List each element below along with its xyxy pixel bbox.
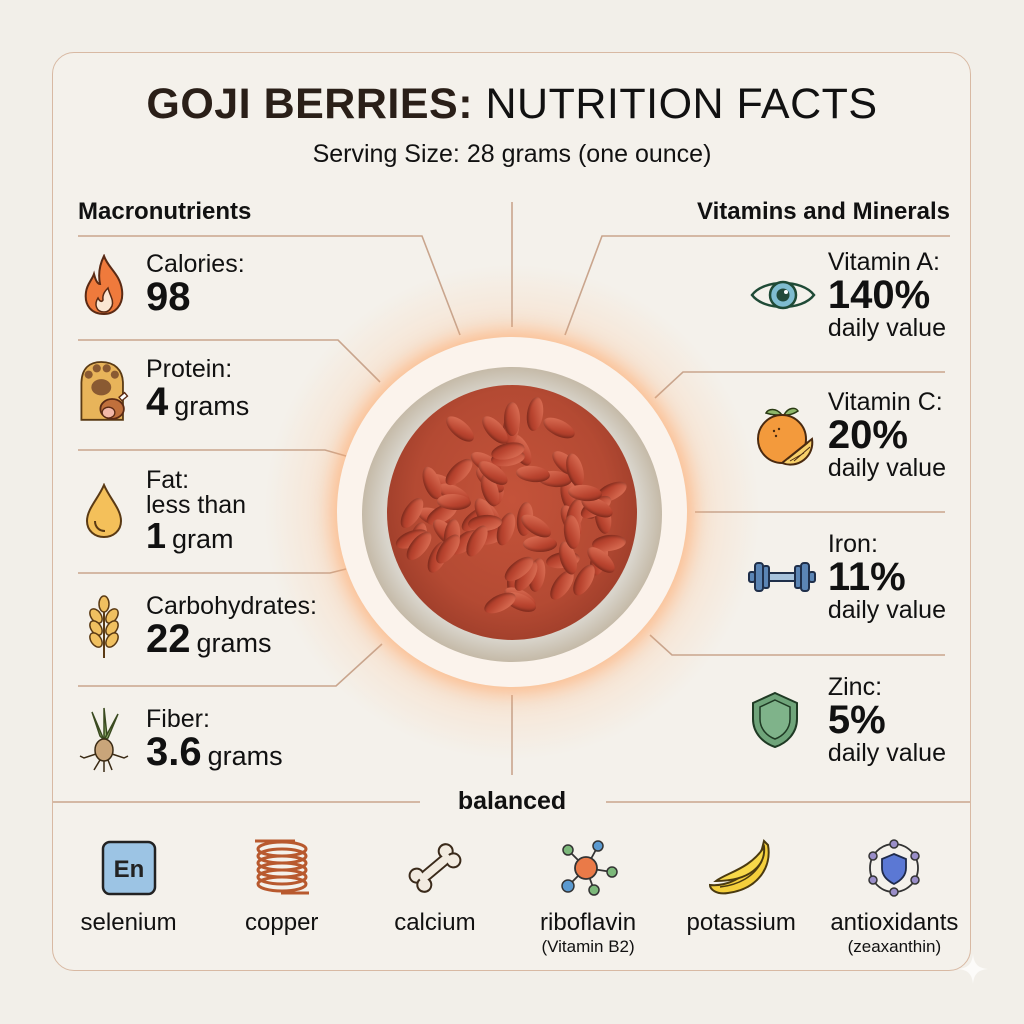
carbohydrates-value: 22 xyxy=(146,617,191,662)
fat-value: 1 xyxy=(146,515,167,556)
nutrient-name: potassium xyxy=(686,909,796,936)
macro-item-protein: Protein: 4 grams xyxy=(76,355,249,425)
goji-bowl-image xyxy=(337,337,687,687)
vitamin-c-value: 20% xyxy=(827,413,908,457)
mineral-item-zinc: Zinc: 5% daily value xyxy=(742,675,946,766)
macro-item-fiber: Fiber: 3.6 grams xyxy=(76,705,283,775)
bone-icon xyxy=(400,835,470,901)
flame-icon xyxy=(76,250,132,320)
fiber-value: 3.6 xyxy=(146,730,202,775)
fat-label: Fat: xyxy=(146,466,190,494)
vitamin-c-label: Vitamin C: xyxy=(827,388,943,416)
macronutrients-heading: Macronutrients xyxy=(78,198,252,225)
shield-molecule-icon xyxy=(859,835,929,901)
molecule-icon xyxy=(553,835,623,901)
sparkle-watermark-icon xyxy=(958,954,988,984)
serving-size: Serving Size: 28 grams (one ounce) xyxy=(312,140,712,168)
extra-nutrients-row: En selenium copper xyxy=(52,835,971,957)
zinc-sub: daily value xyxy=(827,738,946,767)
element-tile-icon: En xyxy=(94,835,164,901)
nutrient-antioxidants: antioxidants (zeaxanthin) xyxy=(819,835,969,957)
fiber-label: Fiber: xyxy=(146,705,210,734)
eye-icon xyxy=(748,260,818,330)
nutrient-calcium: calcium xyxy=(360,835,510,957)
protein-value: 4 xyxy=(146,380,169,425)
fiber-unit: grams xyxy=(207,741,283,772)
copper-coil-icon xyxy=(247,835,317,901)
calories-value: 98 xyxy=(146,275,191,320)
wheat-icon xyxy=(76,592,132,662)
title-light: NUTRITION FACTS xyxy=(485,80,878,128)
nutrient-name: riboflavin xyxy=(540,909,637,936)
nutrient-name: copper xyxy=(245,909,319,936)
nutrient-potassium: potassium xyxy=(666,835,816,957)
banana-icon xyxy=(706,835,776,901)
mineral-item-iron: Iron: 11% daily value xyxy=(746,532,946,623)
macro-item-carbohydrates: Carbohydrates: 22 grams xyxy=(76,592,317,662)
fat-unit: gram xyxy=(172,524,234,554)
iron-sub: daily value xyxy=(827,595,946,624)
nutrient-name: calcium xyxy=(394,909,476,936)
nutrient-copper: copper xyxy=(207,835,357,957)
vitamin-a-sub: daily value xyxy=(827,313,946,342)
vitamins-heading: Vitamins and Minerals xyxy=(697,198,950,225)
vitamin-c-sub: daily value xyxy=(827,453,946,482)
fat-qualifier: less than xyxy=(146,491,247,519)
iron-label: Iron: xyxy=(827,530,878,558)
zinc-value: 5% xyxy=(827,698,886,742)
carbohydrates-unit: grams xyxy=(196,628,272,659)
vitamin-item-a: Vitamin A: 140% daily value xyxy=(748,250,946,341)
zinc-label: Zinc: xyxy=(827,673,883,701)
macro-item-calories: Calories: 98 xyxy=(76,250,245,320)
calories-label: Calories: xyxy=(146,250,245,279)
nutrient-selenium: En selenium xyxy=(54,835,204,957)
iron-value: 11% xyxy=(827,555,906,599)
vitamin-a-label: Vitamin A: xyxy=(827,248,940,276)
nutrient-note: (zeaxanthin) xyxy=(847,937,942,956)
protein-label: Protein: xyxy=(146,355,233,384)
paw-meat-icon xyxy=(76,355,132,425)
nutrient-name: selenium xyxy=(80,909,177,936)
dumbbell-icon xyxy=(746,542,818,612)
vitamin-a-value: 140% xyxy=(827,273,931,317)
macro-item-fat: Fat: less than 1 gram xyxy=(76,468,246,555)
root-sprout-icon xyxy=(76,705,132,775)
nutrient-riboflavin: riboflavin (Vitamin B2) xyxy=(513,835,663,957)
shield-icon xyxy=(742,685,808,755)
page-title: GOJI BERRIES: NUTRITION FACTS xyxy=(0,80,1024,129)
orange-icon xyxy=(752,400,818,470)
title-bold: GOJI BERRIES: xyxy=(146,80,474,128)
vitamin-item-c: Vitamin C: 20% daily value xyxy=(752,390,946,481)
protein-unit: grams xyxy=(174,391,250,422)
nutrient-note: (Vitamin B2) xyxy=(541,937,635,956)
nutrient-name: antioxidants xyxy=(830,909,959,936)
oil-drop-icon xyxy=(76,476,132,546)
carbohydrates-label: Carbohydrates: xyxy=(146,592,317,621)
tile-text: En xyxy=(113,856,144,883)
balanced-heading: balanced xyxy=(457,787,567,815)
